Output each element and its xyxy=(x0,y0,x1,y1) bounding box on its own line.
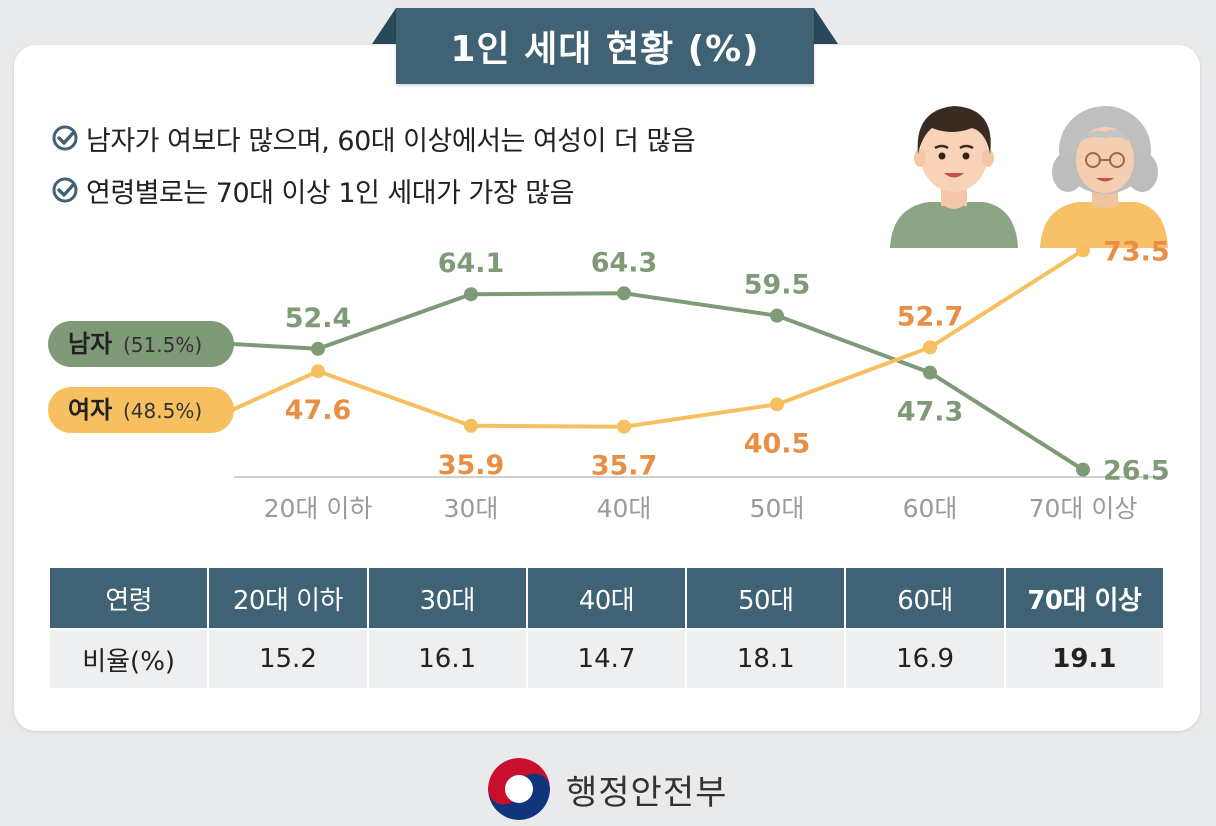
check-circle-icon xyxy=(52,125,78,151)
x-tick-label: 50대 xyxy=(750,494,805,523)
data-label: 35.9 xyxy=(438,450,505,481)
data-point xyxy=(464,418,478,433)
table-header-cell: 60대 xyxy=(846,568,1004,628)
data-label: 26.5 xyxy=(1103,456,1170,487)
bullet-item: 남자가 여보다 많으며, 60대 이상에서는 여성이 더 많음 xyxy=(50,118,696,158)
footer: 행정안전부 xyxy=(486,756,727,822)
table-row: 비율(%) 15.2 16.1 14.7 18.1 16.9 19.1 xyxy=(50,628,1163,688)
data-label: 64.1 xyxy=(438,248,505,279)
young-man-icon xyxy=(890,106,1018,248)
table-header-cell: 20대 이하 xyxy=(209,568,367,628)
data-point xyxy=(1076,243,1090,258)
portraits xyxy=(890,106,1168,248)
data-point xyxy=(311,341,325,356)
page-title: 1인 세대 현황 (%) xyxy=(396,8,814,84)
data-label: 52.4 xyxy=(285,303,352,334)
legend-label: 여자 xyxy=(68,396,112,424)
legend-share: (51.5%) xyxy=(123,333,202,357)
org-name: 행정안전부 xyxy=(566,772,728,813)
series-line-female xyxy=(317,248,1085,429)
bullet-text: 연령별로는 70대 이상 1인 세대가 가장 많음 xyxy=(86,177,574,209)
legend-share: (48.5%) xyxy=(123,399,202,423)
table-cell: 14.7 xyxy=(527,628,686,688)
data-point xyxy=(770,397,784,412)
table-header-cell: 40대 xyxy=(527,568,686,628)
x-tick-label: 40대 xyxy=(597,494,652,523)
bullet-text: 남자가 여보다 많으며, 60대 이상에서는 여성이 더 많음 xyxy=(86,125,696,157)
ratio-table: 연령 20대 이하 30대 40대 50대 60대 70대 이상 비율(%) 1… xyxy=(48,568,1165,688)
banner-fold-right xyxy=(814,8,838,44)
x-tick-label: 30대 xyxy=(444,494,499,523)
x-tick-label: 70대 이상 xyxy=(1029,494,1138,523)
table-row-label: 비율(%) xyxy=(50,628,208,688)
legend-connector xyxy=(231,369,319,412)
x-tick-label: 60대 xyxy=(903,494,958,523)
legend-pill-female xyxy=(48,387,234,433)
table-cell-highlight: 19.1 xyxy=(1005,628,1163,688)
table-cell: 16.9 xyxy=(846,628,1004,688)
table-cell: 15.2 xyxy=(209,628,367,688)
table-cell: 16.1 xyxy=(368,628,526,688)
banner-fold-left xyxy=(372,8,396,44)
legend-label: 남자 xyxy=(68,330,112,358)
data-label: 40.5 xyxy=(744,428,811,459)
table-header-cell: 30대 xyxy=(368,568,526,628)
series-line-male xyxy=(317,291,1085,472)
data-point xyxy=(617,419,631,434)
data-point xyxy=(311,364,325,379)
data-point xyxy=(617,286,631,301)
table-header-label: 연령 xyxy=(50,568,208,628)
check-circle-icon xyxy=(52,177,78,203)
data-label: 47.6 xyxy=(285,395,352,426)
data-label: 73.5 xyxy=(1103,236,1170,267)
data-point xyxy=(923,365,937,380)
summary-bullets: 남자가 여보다 많으며, 60대 이상에서는 여성이 더 많음 연령별로는 70… xyxy=(50,118,696,222)
data-label: 59.5 xyxy=(744,270,811,301)
data-label: 47.3 xyxy=(897,397,964,428)
data-label: 52.7 xyxy=(897,301,964,332)
data-point xyxy=(770,308,784,323)
legend-pill-male xyxy=(48,321,234,367)
table-header-cell-highlight: 70대 이상 xyxy=(1005,568,1163,628)
data-point xyxy=(923,340,937,355)
elderly-woman-icon xyxy=(1040,106,1168,248)
data-point xyxy=(1076,462,1090,477)
x-tick-label: 20대 이하 xyxy=(264,494,373,523)
bullet-item: 연령별로는 70대 이상 1인 세대가 가장 많음 xyxy=(50,170,695,210)
data-label: 64.3 xyxy=(591,247,658,278)
table-cell: 18.1 xyxy=(687,628,845,688)
data-label: 35.7 xyxy=(591,451,658,482)
table-header-row: 연령 20대 이하 30대 40대 50대 60대 70대 이상 xyxy=(50,568,1163,628)
legend-connector xyxy=(231,342,319,351)
table-header-cell: 50대 xyxy=(687,568,845,628)
line-chart: 남자 (51.5%) 여자 (48.5%) 52.4 64.1 64.3 59.5 47.3 2… xyxy=(48,236,1170,523)
data-point xyxy=(464,287,478,302)
taegeuk-emblem-icon xyxy=(488,758,550,820)
